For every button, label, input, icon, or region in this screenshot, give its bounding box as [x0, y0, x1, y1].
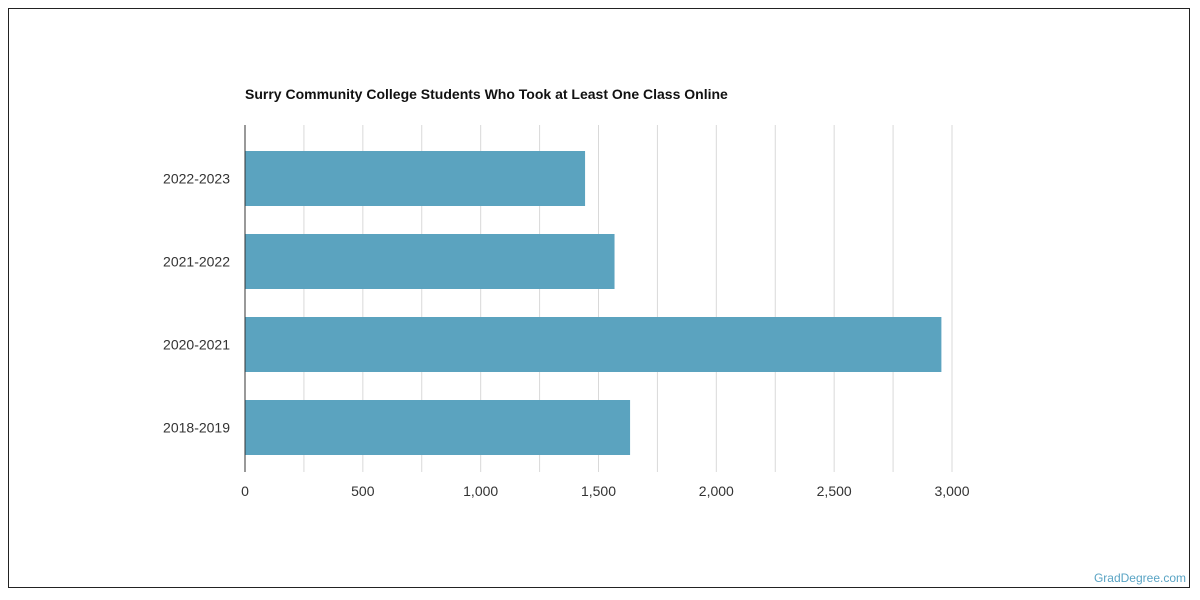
x-tick-labels: 0 500 1,000 1,500 2,000 2,500 3,000 [241, 483, 970, 499]
x-tick-label: 3,000 [934, 483, 969, 499]
x-tick-label: 1,500 [581, 483, 616, 499]
x-tick-label: 2,000 [699, 483, 734, 499]
bar[interactable] [245, 400, 631, 455]
x-tick-label: 2,500 [817, 483, 852, 499]
category-label: 2021-2022 [163, 254, 230, 270]
source-credit[interactable]: GradDegree.com [1093, 571, 1186, 585]
bar[interactable] [245, 317, 942, 372]
x-tick-label: 0 [241, 483, 249, 499]
chart-title: Surry Community College Students Who Too… [245, 86, 728, 102]
x-tick-label: 1,000 [463, 483, 498, 499]
category-label: 2018-2019 [163, 420, 230, 436]
bar[interactable] [245, 234, 615, 289]
category-label: 2022-2023 [163, 171, 230, 187]
x-tick-label: 500 [351, 483, 375, 499]
category-labels: 2022-2023 2021-2022 2020-2021 2018-2019 [163, 171, 230, 436]
bar[interactable] [245, 151, 586, 206]
bars [245, 151, 942, 455]
category-label: 2020-2021 [163, 337, 230, 353]
